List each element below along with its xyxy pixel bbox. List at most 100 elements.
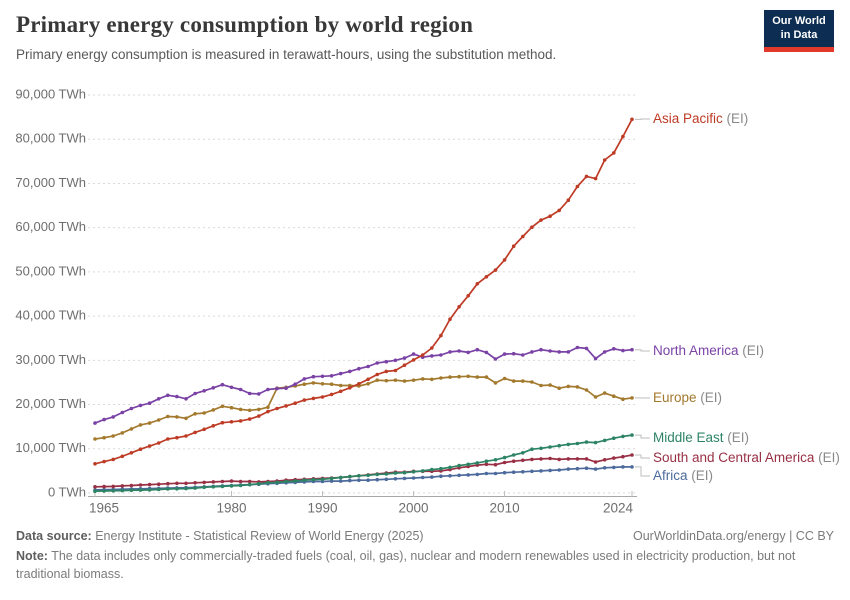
data-point-north-america[interactable] [466, 350, 471, 355]
data-point-africa[interactable] [539, 469, 543, 473]
data-point-south-and-central-america[interactable] [202, 480, 206, 485]
data-point-middle-east[interactable] [566, 442, 571, 447]
data-point-north-america[interactable] [448, 350, 452, 354]
data-point-middle-east[interactable] [411, 470, 416, 474]
data-point-middle-east[interactable] [530, 447, 534, 452]
data-point-north-america[interactable] [430, 354, 434, 358]
data-point-asia-pacific[interactable] [630, 117, 634, 122]
data-point-europe[interactable] [466, 374, 471, 379]
data-point-asia-pacific[interactable] [466, 294, 471, 298]
data-point-middle-east[interactable] [338, 475, 343, 480]
data-point-asia-pacific[interactable] [129, 451, 134, 455]
data-point-middle-east[interactable] [612, 436, 616, 441]
data-point-south-and-central-america[interactable] [612, 456, 616, 460]
data-point-north-america[interactable] [93, 421, 97, 425]
data-point-europe[interactable] [338, 383, 343, 388]
data-point-europe[interactable] [229, 405, 234, 410]
data-point-north-america[interactable] [338, 371, 343, 376]
data-point-asia-pacific[interactable] [238, 419, 243, 423]
data-point-middle-east[interactable] [111, 489, 115, 493]
data-point-europe[interactable] [329, 382, 334, 387]
data-point-europe[interactable] [411, 378, 416, 383]
data-point-africa[interactable] [457, 473, 461, 478]
data-point-europe[interactable] [266, 405, 270, 410]
data-point-north-america[interactable] [566, 350, 571, 354]
data-point-middle-east[interactable] [211, 485, 216, 489]
data-point-europe[interactable] [166, 414, 170, 419]
data-point-africa[interactable] [366, 478, 370, 483]
data-point-africa[interactable] [493, 471, 498, 476]
data-point-africa[interactable] [557, 468, 561, 472]
data-point-europe[interactable] [393, 378, 398, 383]
data-point-europe[interactable] [156, 418, 161, 422]
data-point-africa[interactable] [566, 467, 571, 471]
data-point-north-america[interactable] [247, 391, 252, 396]
data-point-europe[interactable] [484, 375, 489, 379]
data-point-middle-east[interactable] [548, 445, 552, 449]
data-point-europe[interactable] [420, 377, 425, 381]
data-point-north-america[interactable] [320, 374, 325, 379]
data-point-asia-pacific[interactable] [366, 377, 370, 382]
data-point-middle-east[interactable] [275, 480, 279, 485]
data-point-middle-east[interactable] [229, 484, 234, 488]
data-point-europe[interactable] [147, 421, 152, 425]
data-point-south-and-central-america[interactable] [521, 458, 525, 463]
data-point-europe[interactable] [557, 386, 561, 391]
data-point-europe[interactable] [311, 381, 316, 385]
data-point-north-america[interactable] [156, 397, 161, 401]
data-point-asia-pacific[interactable] [184, 434, 188, 438]
data-point-middle-east[interactable] [238, 483, 243, 488]
owid-logo[interactable]: Our World in Data [764, 10, 834, 52]
data-point-africa[interactable] [502, 470, 507, 475]
data-point-africa[interactable] [621, 465, 625, 469]
data-point-north-america[interactable] [311, 374, 316, 379]
data-point-asia-pacific[interactable] [411, 358, 416, 362]
data-point-north-america[interactable] [211, 386, 216, 390]
data-point-middle-east[interactable] [584, 440, 589, 444]
data-point-asia-pacific[interactable] [302, 398, 307, 402]
data-point-asia-pacific[interactable] [275, 406, 279, 411]
data-point-asia-pacific[interactable] [102, 459, 106, 464]
data-point-south-and-central-america[interactable] [220, 479, 225, 484]
data-point-europe[interactable] [202, 411, 206, 415]
data-point-europe[interactable] [521, 379, 525, 383]
data-point-asia-pacific[interactable] [147, 444, 152, 448]
data-point-south-and-central-america[interactable] [138, 483, 143, 487]
data-point-north-america[interactable] [557, 350, 561, 354]
data-point-africa[interactable] [348, 478, 352, 483]
data-point-middle-east[interactable] [448, 465, 452, 470]
data-point-south-and-central-america[interactable] [493, 462, 498, 467]
data-point-middle-east[interactable] [384, 472, 389, 476]
data-point-south-and-central-america[interactable] [211, 480, 216, 484]
data-point-north-america[interactable] [275, 386, 279, 391]
data-point-south-and-central-america[interactable] [120, 484, 125, 488]
data-point-middle-east[interactable] [156, 487, 161, 492]
data-point-south-and-central-america[interactable] [166, 481, 170, 486]
data-point-middle-east[interactable] [621, 434, 625, 439]
data-point-asia-pacific[interactable] [602, 158, 607, 162]
data-point-africa[interactable] [329, 479, 334, 483]
data-point-south-and-central-america[interactable] [566, 457, 571, 461]
data-point-north-america[interactable] [630, 347, 634, 352]
data-point-middle-east[interactable] [129, 488, 134, 493]
data-point-north-america[interactable] [166, 393, 170, 398]
data-point-asia-pacific[interactable] [475, 282, 480, 286]
data-point-middle-east[interactable] [247, 482, 252, 487]
data-point-north-america[interactable] [175, 394, 179, 399]
data-point-south-and-central-america[interactable] [602, 458, 607, 462]
data-point-middle-east[interactable] [466, 462, 471, 467]
data-point-africa[interactable] [484, 471, 489, 476]
data-point-europe[interactable] [548, 383, 552, 387]
data-point-europe[interactable] [612, 394, 616, 399]
data-point-south-and-central-america[interactable] [511, 459, 516, 464]
data-point-middle-east[interactable] [511, 453, 516, 457]
data-point-middle-east[interactable] [357, 474, 361, 478]
data-point-north-america[interactable] [284, 386, 288, 391]
data-point-asia-pacific[interactable] [557, 208, 561, 213]
data-point-africa[interactable] [384, 477, 389, 482]
data-point-north-america[interactable] [129, 406, 134, 411]
data-point-south-and-central-america[interactable] [539, 457, 543, 461]
data-point-north-america[interactable] [384, 359, 389, 364]
data-point-africa[interactable] [420, 475, 425, 480]
data-point-north-america[interactable] [475, 347, 480, 352]
